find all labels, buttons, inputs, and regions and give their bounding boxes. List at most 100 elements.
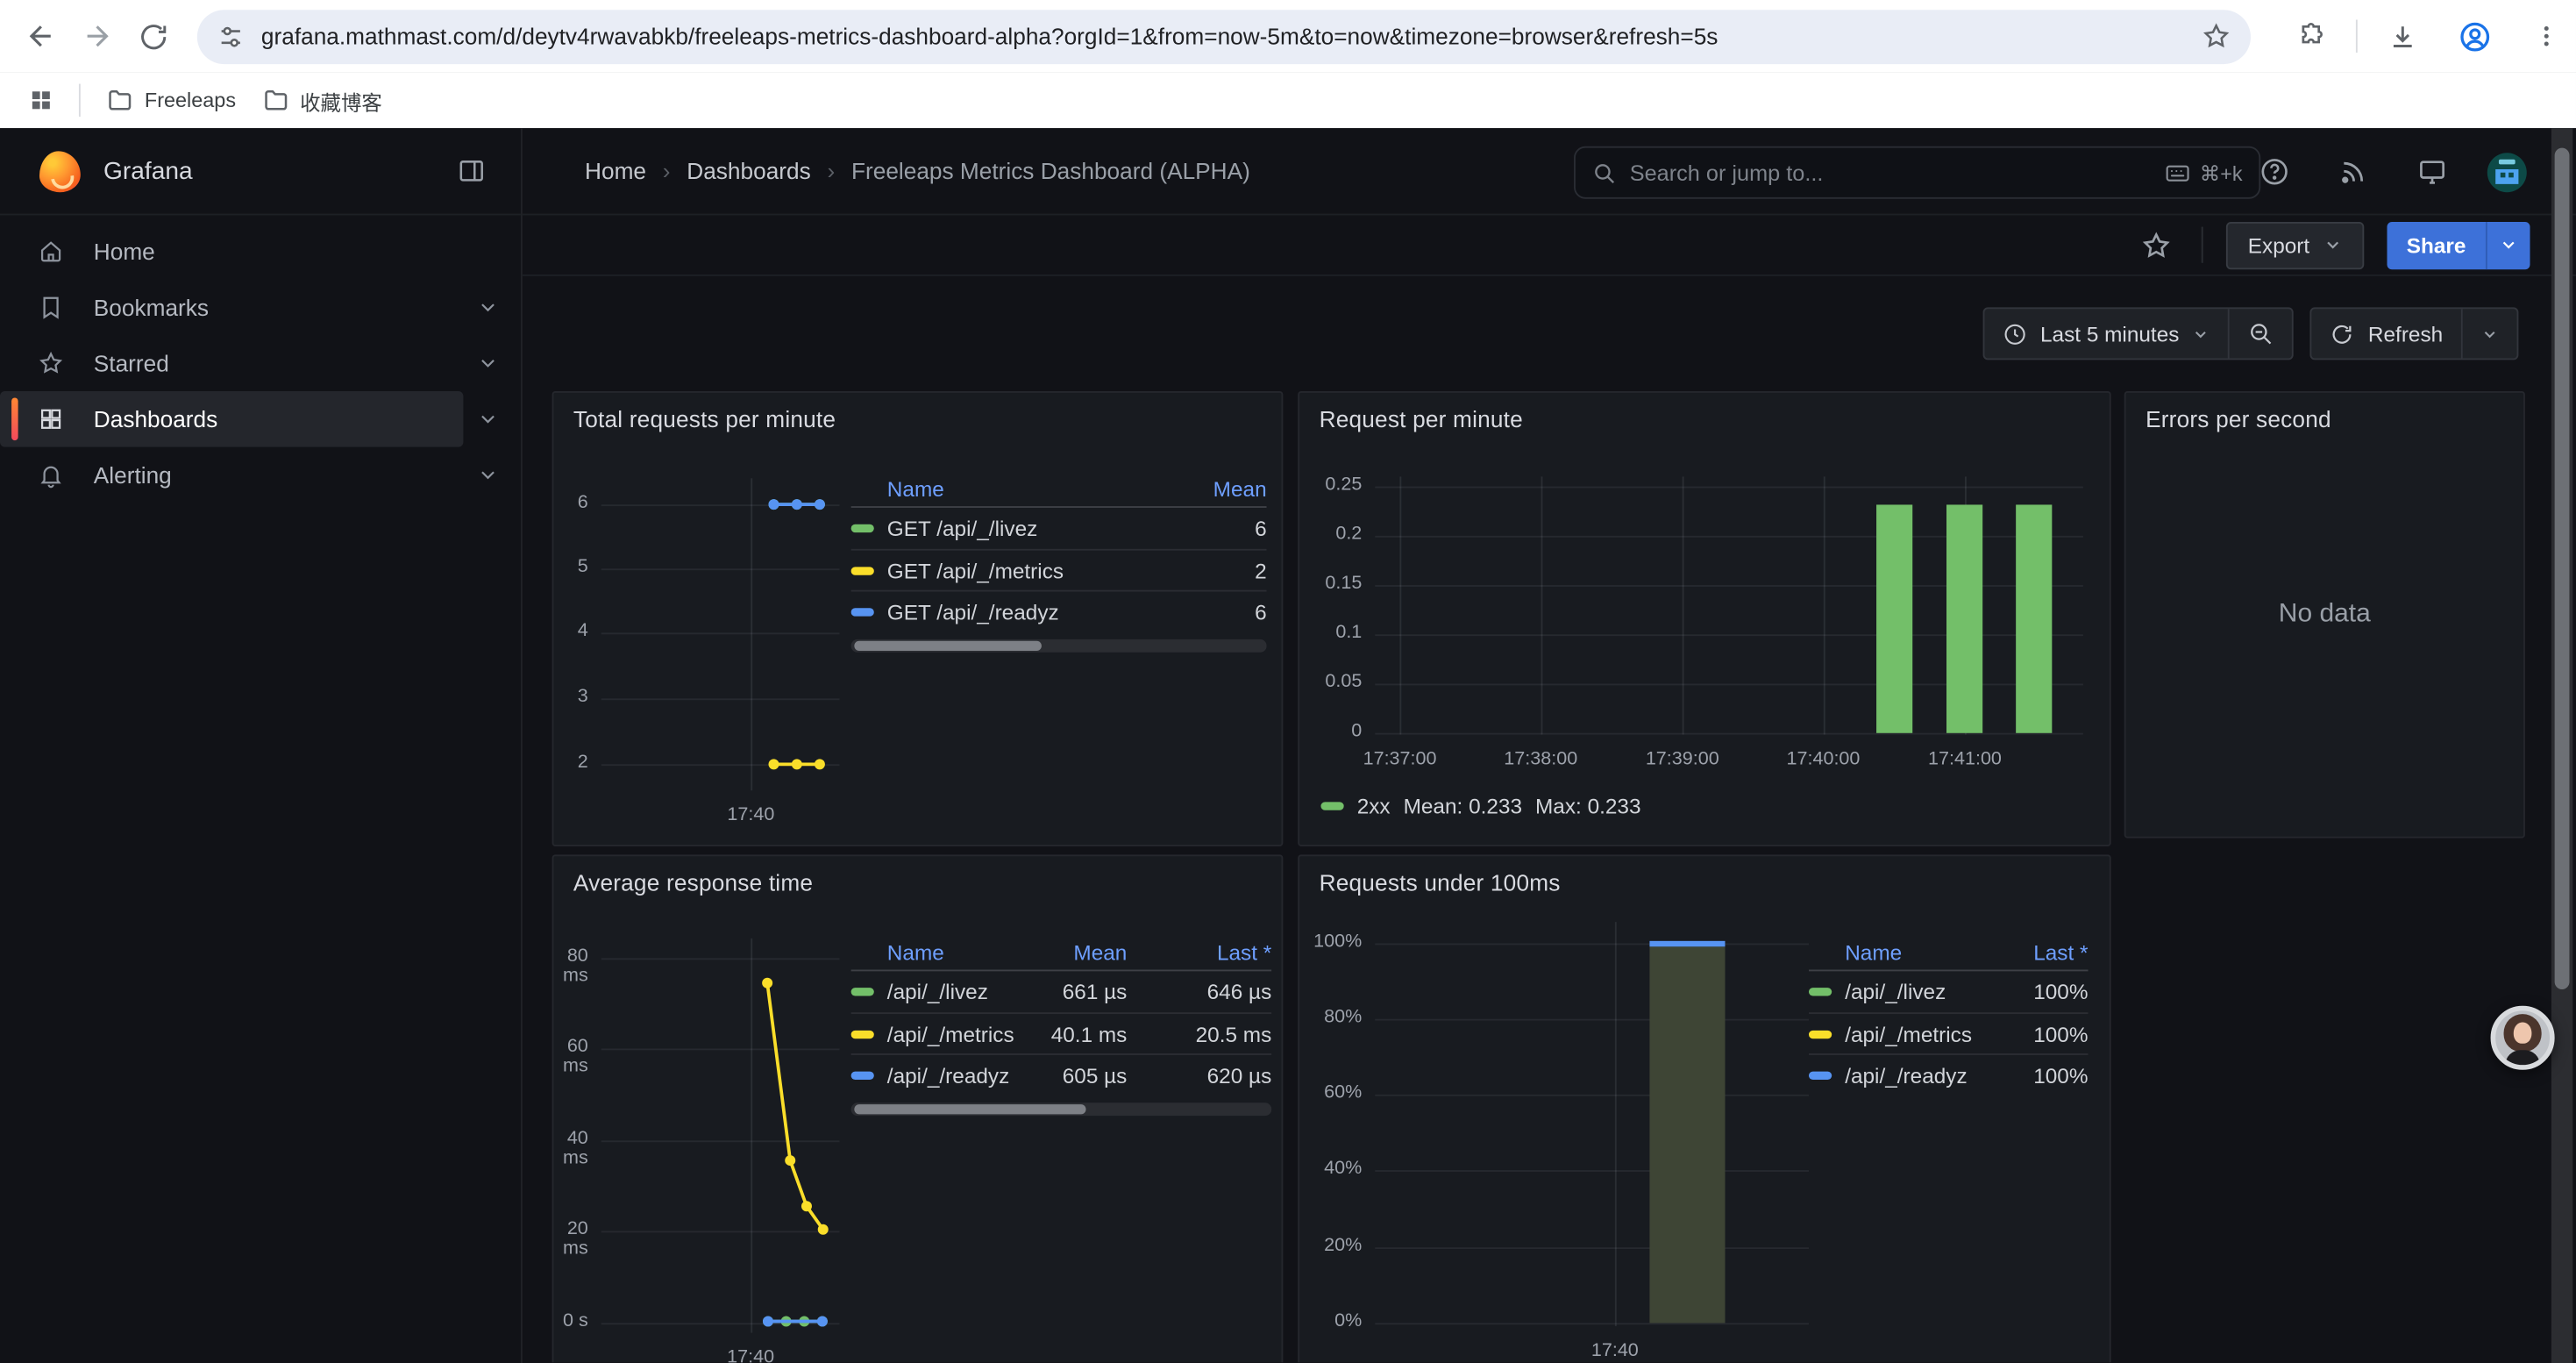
x-axis-tick: 17:39:00 xyxy=(1608,749,1756,768)
url-bar[interactable] xyxy=(197,9,2251,63)
chevron-down-icon[interactable] xyxy=(476,352,499,375)
avatar-art xyxy=(2505,1050,2539,1069)
legend-header-cell[interactable]: Mean xyxy=(1021,939,1127,964)
screen: Freeleaps 收藏博客 Grafana Home xyxy=(0,0,2576,1363)
legend-row[interactable]: GET /api/_/livez6 xyxy=(851,508,1267,549)
sidebar-item-bookmarks[interactable]: Bookmarks xyxy=(0,280,463,336)
refresh-interval-button[interactable] xyxy=(2461,309,2517,358)
legend-swatch-cell xyxy=(851,566,887,574)
legend-series-name[interactable]: 2xx xyxy=(1357,794,1391,818)
breadcrumb-home[interactable]: Home xyxy=(585,158,646,184)
legend-scrollbar-thumb[interactable] xyxy=(854,1104,1085,1114)
panel-title[interactable]: Average response time xyxy=(573,869,813,896)
share-label: Share xyxy=(2407,232,2466,257)
legend-row[interactable]: /api/_/readyz100% xyxy=(1809,1053,2089,1095)
legend-scrollbar[interactable] xyxy=(851,1103,1272,1116)
folder-icon xyxy=(262,87,288,113)
legend-row[interactable]: /api/_/metrics100% xyxy=(1809,1012,2089,1053)
browser-back-button[interactable] xyxy=(13,8,69,64)
legend-swatch-cell xyxy=(1809,1030,1845,1038)
legend-series-name[interactable]: /api/_/metrics xyxy=(1845,1022,2003,1046)
y-axis-tick: 40% xyxy=(1299,1159,1362,1178)
sidebar-item-home[interactable]: Home xyxy=(0,224,463,280)
legend-header-cell[interactable]: Name xyxy=(887,475,1192,500)
search-bar[interactable]: ⌘+k xyxy=(1574,146,2260,199)
panel-title[interactable]: Requests under 100ms xyxy=(1320,869,1561,896)
sidebar-toggle-button[interactable] xyxy=(449,148,495,194)
legend-row[interactable]: /api/_/readyz605 µs620 µs xyxy=(851,1053,1272,1095)
downloads-button[interactable] xyxy=(2374,8,2430,64)
search-shortcut: ⌘+k xyxy=(2164,159,2243,187)
legend-value: 100% xyxy=(2003,1022,2088,1046)
extensions-button[interactable] xyxy=(2283,8,2339,64)
zoom-out-button[interactable] xyxy=(2229,309,2293,358)
favorite-star-button[interactable] xyxy=(2133,222,2179,268)
chevron-down-icon xyxy=(2192,325,2210,343)
url-input[interactable] xyxy=(261,23,2202,49)
rss-icon xyxy=(2338,157,2367,187)
browser-reload-button[interactable] xyxy=(125,8,181,64)
user-avatar[interactable] xyxy=(2487,152,2527,191)
panel-title[interactable]: Total requests per minute xyxy=(573,406,836,432)
legend-series-name[interactable]: GET /api/_/livez xyxy=(887,516,1192,540)
legend-header-cell[interactable]: Name xyxy=(887,939,1022,964)
legend-header-cell[interactable]: Mean xyxy=(1191,475,1266,500)
export-button[interactable]: Export xyxy=(2226,221,2364,268)
browser-toolbar xyxy=(0,0,2576,72)
legend-header-cell[interactable]: Last * xyxy=(2003,939,2088,964)
browser-menu-button[interactable] xyxy=(2518,8,2574,64)
legend-scrollbar[interactable] xyxy=(851,639,1267,653)
legend-header-cell[interactable]: Last * xyxy=(1127,939,1271,964)
help-icon xyxy=(2258,156,2289,188)
search-input[interactable] xyxy=(1630,161,2164,185)
legend-series-name[interactable]: /api/_/metrics xyxy=(887,1022,1022,1046)
sidebar-item-dashboards[interactable]: Dashboards xyxy=(0,391,463,447)
legend-series-name[interactable]: GET /api/_/readyz xyxy=(887,599,1192,624)
legend-scrollbar-thumb[interactable] xyxy=(854,641,1041,651)
bookmark-folder-freeleaps[interactable]: Freeleaps xyxy=(94,81,249,120)
site-info-icon[interactable] xyxy=(217,22,245,50)
legend-row[interactable]: /api/_/livez661 µs646 µs xyxy=(851,971,1272,1012)
share-dropdown-button[interactable] xyxy=(2486,221,2530,268)
news-button[interactable] xyxy=(2330,149,2375,195)
help-button[interactable] xyxy=(2251,149,2296,195)
chevron-down-icon[interactable] xyxy=(476,408,499,431)
legend-swatch-cell xyxy=(851,607,887,615)
legend-series-name[interactable]: GET /api/_/metrics xyxy=(887,558,1192,582)
sidebar-item-starred[interactable]: Starred xyxy=(0,335,463,391)
legend-row[interactable]: /api/_/metrics40.1 ms20.5 ms xyxy=(851,1012,1272,1053)
assistant-avatar[interactable] xyxy=(2491,1006,2555,1070)
chevron-down-icon[interactable] xyxy=(476,296,499,318)
panel-legend: NameMeanLast * /api/_/livez661 µs646 µs/a… xyxy=(851,933,1272,1116)
refresh-icon xyxy=(2330,321,2355,346)
apps-grid-button[interactable] xyxy=(17,77,66,123)
legend-row[interactable]: GET /api/_/readyz6 xyxy=(851,590,1267,632)
legend-series-name[interactable]: /api/_/readyz xyxy=(1845,1062,2003,1087)
bookmarks-divider xyxy=(79,84,81,117)
share-button[interactable]: Share xyxy=(2387,221,2486,268)
panel-legend: NameLast */api/_/livez100%/api/_/metrics… xyxy=(1809,933,2089,1095)
legend-series-name[interactable]: /api/_/livez xyxy=(1845,980,2003,1004)
profile-button[interactable] xyxy=(2446,8,2502,64)
chevron-down-icon[interactable] xyxy=(476,463,499,486)
refresh-button[interactable]: Refresh xyxy=(2312,309,2461,358)
page-scrollbar[interactable] xyxy=(2551,128,2572,1363)
breadcrumb-dashboards[interactable]: Dashboards xyxy=(687,158,810,184)
time-range-button[interactable]: Last 5 minutes xyxy=(1984,309,2228,358)
bookmark-folder-blog[interactable]: 收藏博客 xyxy=(249,78,395,123)
browser-forward-button[interactable] xyxy=(69,8,125,64)
legend-series-name[interactable]: /api/_/readyz xyxy=(887,1062,1022,1087)
panel-title[interactable]: Request per minute xyxy=(1320,406,1523,432)
grafana-logo[interactable] xyxy=(39,150,81,191)
kiosk-mode-button[interactable] xyxy=(2409,149,2454,195)
legend-series-name[interactable]: /api/_/livez xyxy=(887,980,1022,1004)
legend-row[interactable]: /api/_/livez100% xyxy=(1809,971,2089,1012)
y-axis-tick: 0.1 xyxy=(1299,623,1362,642)
legend-row[interactable]: GET /api/_/metrics2 xyxy=(851,549,1267,590)
share-button-group: Share xyxy=(2387,221,2530,268)
scrollbar-thumb[interactable] xyxy=(2555,148,2570,989)
bookmark-star-icon[interactable] xyxy=(2202,21,2231,51)
legend-swatch xyxy=(1809,988,1832,995)
legend-header-cell[interactable]: Name xyxy=(1845,939,2003,964)
sidebar-item-alerting[interactable]: Alerting xyxy=(0,447,463,503)
